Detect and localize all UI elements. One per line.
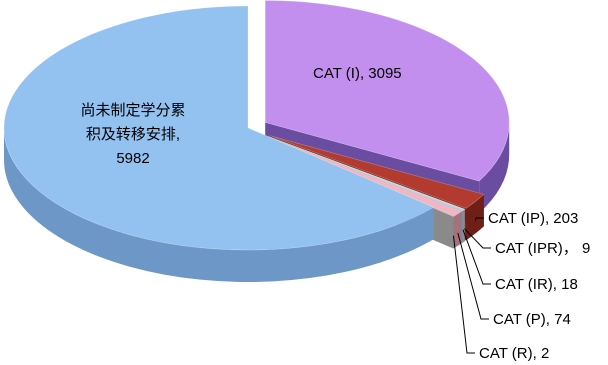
data-labels: CAT (I), 3095 CAT (IP), 203 CAT (IPR)， 9…	[80, 65, 590, 362]
label-not-established-3: 5982	[116, 150, 149, 167]
slice-not-established	[3, 5, 435, 251]
leader-lines	[452, 217, 491, 354]
pie-slices	[3, 0, 510, 251]
label-cat-ip: CAT (IP), 203	[488, 210, 578, 227]
leader-cat-ip	[474, 217, 484, 221]
slice-cat-p	[268, 136, 463, 217]
label-cat-ipr: CAT (IPR)， 9	[495, 240, 590, 257]
label-not-established-2: 积及转移安排,	[86, 126, 180, 143]
leader-cat-p	[457, 232, 489, 320]
leader-cat-ipr	[464, 228, 491, 249]
leader-cat-r	[452, 235, 475, 354]
leader-cat-ir	[462, 229, 491, 285]
label-not-established-1: 尚未制定学分累	[80, 102, 185, 119]
slice-cat-ir	[268, 136, 465, 212]
label-cat-ir: CAT (IR), 18	[495, 276, 578, 293]
slice-side-not-established	[4, 128, 434, 282]
slice-cat-ipr	[268, 136, 466, 211]
label-cat-i: CAT (I), 3095	[313, 65, 402, 82]
slice-side-cat-i	[479, 122, 510, 214]
slice-cat-i	[264, 0, 510, 182]
slice-cat-ip	[269, 135, 485, 209]
label-cat-r: CAT (R), 2	[479, 345, 549, 362]
label-cat-p: CAT (P), 74	[493, 311, 571, 328]
